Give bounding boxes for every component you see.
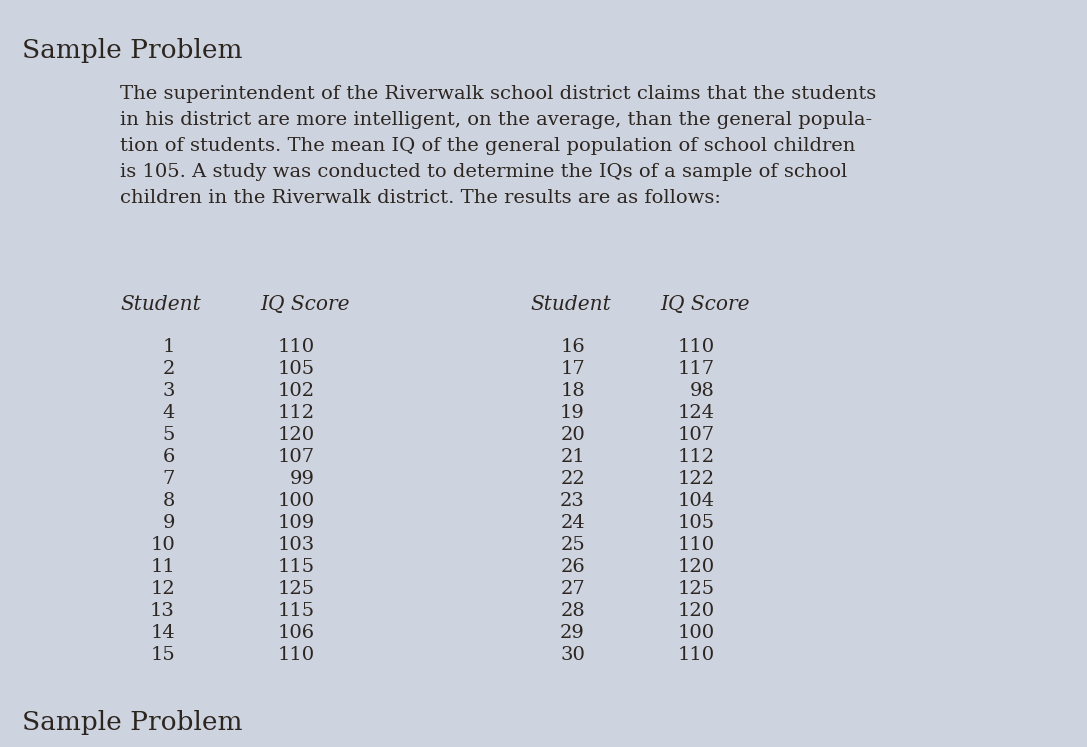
Text: IQ Score: IQ Score bbox=[260, 295, 350, 314]
Text: IQ Score: IQ Score bbox=[660, 295, 750, 314]
Text: 103: 103 bbox=[278, 536, 315, 554]
Text: 24: 24 bbox=[560, 514, 585, 532]
Text: 22: 22 bbox=[560, 470, 585, 488]
Text: 110: 110 bbox=[278, 646, 315, 664]
Text: The superintendent of the Riverwalk school district claims that the students: The superintendent of the Riverwalk scho… bbox=[120, 85, 876, 103]
Text: 15: 15 bbox=[150, 646, 175, 664]
Text: 102: 102 bbox=[278, 382, 315, 400]
Text: 120: 120 bbox=[278, 426, 315, 444]
Text: 21: 21 bbox=[560, 448, 585, 466]
Text: 99: 99 bbox=[290, 470, 315, 488]
Text: Sample Problem: Sample Problem bbox=[22, 38, 242, 63]
Text: 109: 109 bbox=[278, 514, 315, 532]
Text: 30: 30 bbox=[560, 646, 585, 664]
Text: 110: 110 bbox=[678, 338, 715, 356]
Text: 110: 110 bbox=[678, 536, 715, 554]
Text: 1: 1 bbox=[163, 338, 175, 356]
Text: 14: 14 bbox=[150, 624, 175, 642]
Text: 107: 107 bbox=[678, 426, 715, 444]
Text: 8: 8 bbox=[163, 492, 175, 510]
Text: in his district are more intelligent, on the average, than the general popula-: in his district are more intelligent, on… bbox=[120, 111, 872, 129]
Text: 98: 98 bbox=[690, 382, 715, 400]
Text: 105: 105 bbox=[678, 514, 715, 532]
Text: 12: 12 bbox=[150, 580, 175, 598]
Text: tion of students. The mean IQ of the general population of school children: tion of students. The mean IQ of the gen… bbox=[120, 137, 855, 155]
Text: 120: 120 bbox=[678, 558, 715, 576]
Text: 100: 100 bbox=[278, 492, 315, 510]
Text: 120: 120 bbox=[678, 602, 715, 620]
Text: 16: 16 bbox=[560, 338, 585, 356]
Text: 125: 125 bbox=[678, 580, 715, 598]
Text: 115: 115 bbox=[278, 558, 315, 576]
Text: 112: 112 bbox=[678, 448, 715, 466]
Text: children in the Riverwalk district. The results are as follows:: children in the Riverwalk district. The … bbox=[120, 189, 721, 207]
Text: 4: 4 bbox=[163, 404, 175, 422]
Text: 25: 25 bbox=[560, 536, 585, 554]
Text: 11: 11 bbox=[150, 558, 175, 576]
Text: 107: 107 bbox=[278, 448, 315, 466]
Text: 18: 18 bbox=[560, 382, 585, 400]
Text: 5: 5 bbox=[163, 426, 175, 444]
Text: is 105. A study was conducted to determine the IQs of a sample of school: is 105. A study was conducted to determi… bbox=[120, 163, 847, 181]
Text: 23: 23 bbox=[560, 492, 585, 510]
Text: 20: 20 bbox=[560, 426, 585, 444]
Text: 10: 10 bbox=[150, 536, 175, 554]
Text: 110: 110 bbox=[278, 338, 315, 356]
Text: 124: 124 bbox=[678, 404, 715, 422]
Text: 117: 117 bbox=[678, 360, 715, 378]
Text: 7: 7 bbox=[163, 470, 175, 488]
Text: 100: 100 bbox=[678, 624, 715, 642]
Text: 122: 122 bbox=[678, 470, 715, 488]
Text: 115: 115 bbox=[278, 602, 315, 620]
Text: 105: 105 bbox=[278, 360, 315, 378]
Text: 106: 106 bbox=[278, 624, 315, 642]
Text: Student: Student bbox=[120, 295, 201, 314]
Text: Student: Student bbox=[530, 295, 611, 314]
Text: 110: 110 bbox=[678, 646, 715, 664]
Text: Sample Problem: Sample Problem bbox=[22, 710, 242, 735]
Text: 2: 2 bbox=[163, 360, 175, 378]
Text: 125: 125 bbox=[278, 580, 315, 598]
Text: 3: 3 bbox=[162, 382, 175, 400]
Text: 9: 9 bbox=[162, 514, 175, 532]
Text: 28: 28 bbox=[560, 602, 585, 620]
Text: 29: 29 bbox=[560, 624, 585, 642]
Text: 17: 17 bbox=[560, 360, 585, 378]
Text: 13: 13 bbox=[150, 602, 175, 620]
Text: 104: 104 bbox=[678, 492, 715, 510]
Text: 27: 27 bbox=[560, 580, 585, 598]
Text: 26: 26 bbox=[560, 558, 585, 576]
Text: 6: 6 bbox=[163, 448, 175, 466]
Text: 19: 19 bbox=[560, 404, 585, 422]
Text: 112: 112 bbox=[278, 404, 315, 422]
